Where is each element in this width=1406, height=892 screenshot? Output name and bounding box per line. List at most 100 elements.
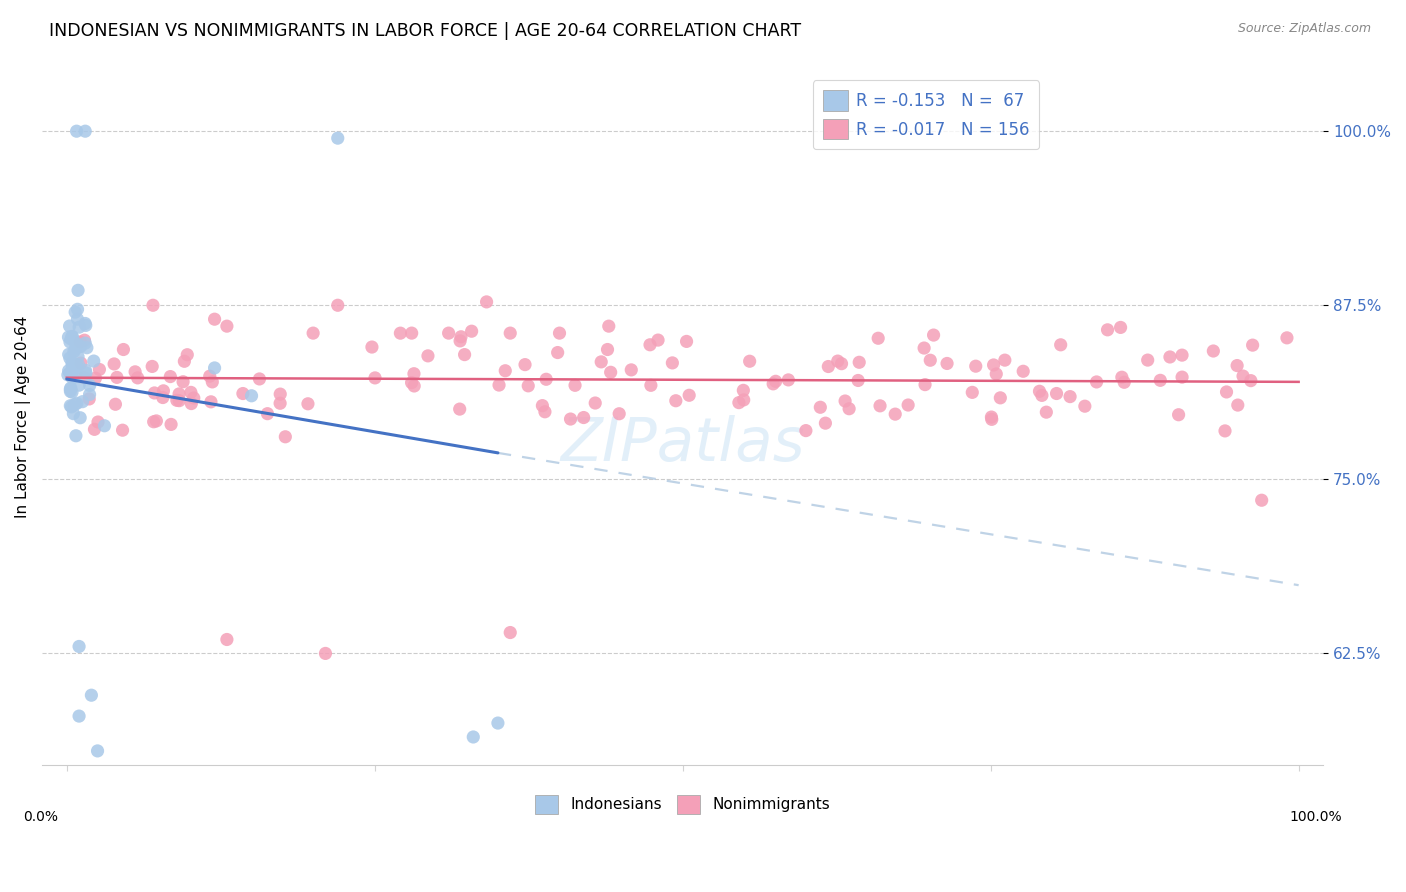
Point	[453, 348, 475, 362]
Point	[1250, 493, 1272, 508]
Point	[1241, 338, 1264, 352]
Point	[302, 326, 325, 340]
Point	[69, 339, 91, 353]
Point	[160, 417, 183, 432]
Point	[922, 328, 945, 343]
Point	[67, 358, 90, 372]
Point	[1114, 376, 1136, 390]
Point	[460, 324, 482, 338]
Point	[827, 354, 849, 368]
Point	[75, 366, 97, 380]
Point	[988, 391, 1011, 405]
Point	[152, 384, 174, 398]
Point	[838, 401, 860, 416]
Point	[65, 336, 87, 351]
Point	[591, 355, 613, 369]
Point	[486, 716, 509, 731]
Point	[79, 378, 101, 392]
Point	[83, 354, 105, 368]
Point	[65, 337, 87, 351]
Point	[1136, 353, 1159, 368]
Point	[269, 387, 291, 401]
Point	[326, 131, 349, 145]
Point	[1275, 331, 1298, 345]
Point	[647, 333, 669, 347]
Point	[297, 397, 319, 411]
Text: ZIPatlas: ZIPatlas	[561, 415, 806, 474]
Point	[56, 368, 79, 382]
Point	[920, 353, 942, 368]
Point	[596, 343, 619, 357]
Point	[1202, 344, 1225, 359]
Point	[531, 399, 554, 413]
Point	[733, 384, 755, 398]
Point	[564, 378, 586, 392]
Point	[75, 336, 97, 351]
Point	[1226, 359, 1249, 373]
Point	[67, 378, 90, 392]
Point	[269, 396, 291, 410]
Point	[67, 350, 90, 364]
Point	[965, 359, 987, 374]
Point	[75, 318, 97, 333]
Point	[1085, 375, 1108, 389]
Point	[914, 377, 936, 392]
Point	[58, 319, 80, 334]
Point	[599, 365, 621, 379]
Point	[142, 415, 165, 429]
Point	[1240, 374, 1263, 388]
Text: 100.0%: 100.0%	[1289, 810, 1343, 824]
Point	[66, 302, 89, 317]
Point	[517, 379, 540, 393]
Point	[1097, 323, 1119, 337]
Point	[598, 319, 620, 334]
Point	[936, 356, 959, 370]
Point	[80, 688, 103, 702]
Point	[65, 124, 87, 138]
Point	[58, 364, 80, 378]
Point	[607, 407, 630, 421]
Point	[75, 363, 97, 377]
Point	[59, 351, 82, 365]
Point	[1111, 370, 1133, 384]
Point	[204, 360, 226, 375]
Point	[83, 422, 105, 436]
Point	[762, 376, 785, 391]
Point	[846, 374, 869, 388]
Point	[58, 330, 80, 344]
Point	[808, 401, 831, 415]
Point	[389, 326, 412, 341]
Point	[66, 396, 89, 410]
Point	[60, 329, 83, 343]
Point	[173, 354, 195, 368]
Point	[63, 344, 86, 359]
Point	[463, 730, 485, 744]
Point	[1049, 338, 1071, 352]
Point	[572, 410, 595, 425]
Point	[127, 371, 149, 385]
Point	[494, 364, 516, 378]
Point	[449, 402, 471, 417]
Point	[215, 632, 238, 647]
Point	[67, 320, 90, 334]
Point	[869, 399, 891, 413]
Point	[69, 334, 91, 349]
Point	[547, 345, 569, 359]
Point	[63, 362, 86, 376]
Point	[89, 362, 111, 376]
Point	[65, 359, 87, 373]
Point	[66, 312, 89, 326]
Point	[59, 381, 82, 395]
Point	[65, 365, 87, 379]
Point	[986, 367, 1008, 381]
Point	[640, 378, 662, 392]
Point	[364, 371, 387, 385]
Point	[167, 393, 190, 408]
Point	[60, 366, 83, 380]
Point	[980, 410, 1002, 425]
Point	[404, 379, 426, 393]
Point	[63, 398, 86, 412]
Point	[437, 326, 460, 340]
Point	[198, 369, 221, 384]
Point	[59, 399, 82, 413]
